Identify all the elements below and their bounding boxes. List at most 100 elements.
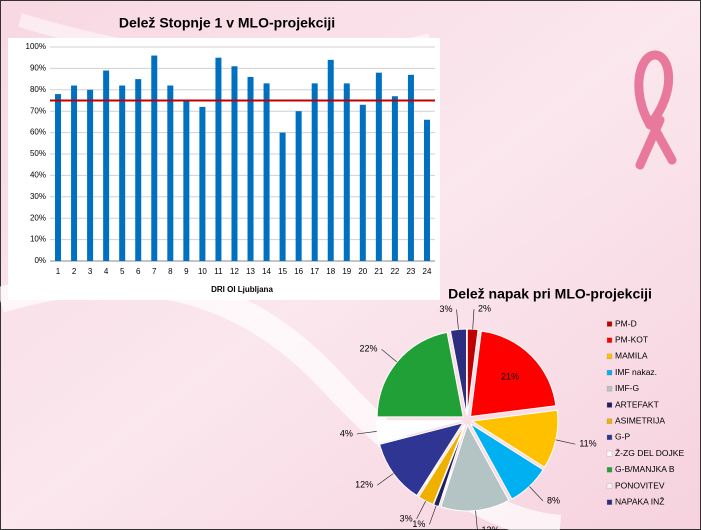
data-label: 21% [501, 371, 519, 381]
bar [231, 66, 238, 261]
data-label: 13% [481, 525, 499, 530]
pie-slice [379, 422, 465, 497]
y-tick-label: 90% [30, 64, 46, 73]
data-label: 11% [579, 439, 596, 449]
bar [423, 119, 430, 261]
data-label: 4% [340, 428, 353, 438]
legend-label: NAPAKA INŽ [615, 496, 664, 506]
legend-label: PONOVITEV [615, 480, 665, 490]
chart-title: Delež Stopnje 1 v MLO-projekciji [119, 15, 335, 31]
leader-line [416, 500, 426, 520]
legend-swatch [606, 434, 613, 441]
bar [103, 70, 110, 261]
bar [359, 104, 366, 261]
x-tick-label: 15 [278, 267, 287, 276]
legend-swatch [606, 483, 613, 489]
legend-label: PM-KOT [615, 334, 648, 344]
leader-line [529, 486, 544, 502]
x-tick-label: 22 [390, 267, 399, 276]
data-label: 8% [547, 495, 560, 505]
x-tick-label: 9 [184, 267, 189, 276]
y-tick-label: 10% [30, 235, 46, 244]
ribbon-icon [634, 50, 677, 170]
y-tick-label: 80% [30, 85, 46, 94]
y-tick-label: 30% [30, 192, 46, 201]
leader-line [475, 510, 478, 530]
pie-slice [466, 328, 479, 416]
legend-swatch [606, 467, 613, 473]
x-tick-label: 5 [120, 267, 125, 276]
x-tick-label: 13 [246, 267, 255, 276]
data-label: 3% [440, 304, 453, 314]
y-tick-label: 40% [30, 171, 46, 180]
y-tick-label: 60% [30, 128, 46, 137]
bar [263, 83, 270, 261]
chart-title: Delež napak pri MLO-projekciji [448, 286, 652, 302]
bar [151, 55, 158, 262]
leader-line [356, 431, 377, 435]
bar [87, 89, 94, 261]
data-label: 3% [400, 513, 413, 523]
leader-line [472, 309, 475, 330]
data-label: 12% [355, 480, 373, 490]
legend-label: MAMILA [615, 351, 648, 361]
data-label: 22% [359, 344, 377, 354]
x-tick-label: 3 [88, 267, 93, 276]
y-tick-label: 70% [30, 106, 46, 115]
pie-slice [432, 424, 466, 508]
data-label: 1% [412, 519, 425, 529]
pie-slice [449, 328, 468, 416]
x-tick-label: 7 [152, 267, 157, 276]
bar [215, 57, 222, 262]
legend-label: ARTEFAKT [615, 399, 659, 409]
bar [295, 111, 302, 261]
bar [407, 74, 414, 261]
leader-line [376, 473, 394, 486]
legend-label: PM-D [615, 318, 637, 328]
legend-label: G-P [615, 432, 630, 442]
x-tick-label: 8 [168, 267, 173, 276]
x-tick-label: 1 [56, 267, 61, 276]
x-tick-label: 2 [72, 267, 77, 276]
legend-swatch [606, 402, 613, 408]
bar [311, 83, 318, 261]
x-tick-label: 11 [214, 267, 223, 276]
x-tick-label: 6 [136, 267, 141, 276]
legend-label: IMF nakaz. [615, 367, 657, 377]
bar [343, 83, 350, 261]
pie-slice [469, 330, 557, 418]
x-tick-label: 17 [310, 267, 319, 276]
x-tick-label: 24 [423, 267, 432, 276]
legend-swatch [606, 418, 613, 424]
leader-line [381, 348, 398, 363]
leader-line [429, 505, 437, 525]
y-tick-label: 100% [26, 42, 46, 51]
legend-label: Ž-ZG DEL DOJKE [615, 448, 684, 458]
x-tick-label: 18 [326, 267, 335, 276]
legend-swatch [606, 450, 613, 457]
x-tick-label: 20 [358, 267, 367, 276]
bar [279, 132, 286, 261]
x-tick-label: 12 [230, 267, 239, 276]
bar [135, 79, 142, 261]
pie-slice [470, 409, 559, 468]
chart-area [8, 38, 440, 300]
leader-line [456, 309, 459, 330]
legend-swatch [606, 369, 613, 376]
x-tick-label: 19 [342, 267, 351, 276]
x-tick-label: 4 [104, 267, 109, 276]
legend-swatch [606, 386, 613, 392]
legend-label: ASIMETRIJA [615, 415, 665, 425]
data-label: 2% [478, 304, 491, 314]
bar [327, 59, 334, 262]
x-axis-label: DRI OI Ljubljana [211, 285, 273, 294]
y-tick-label: 20% [30, 213, 46, 222]
legend-label: G-B/MANJKA B [615, 464, 675, 474]
legend-swatch [606, 321, 613, 327]
legend-label: IMF-G [615, 383, 639, 393]
x-tick-label: 23 [406, 267, 415, 276]
legend-swatch [606, 353, 613, 360]
leader-line [555, 439, 576, 445]
x-tick-label: 14 [262, 267, 271, 276]
